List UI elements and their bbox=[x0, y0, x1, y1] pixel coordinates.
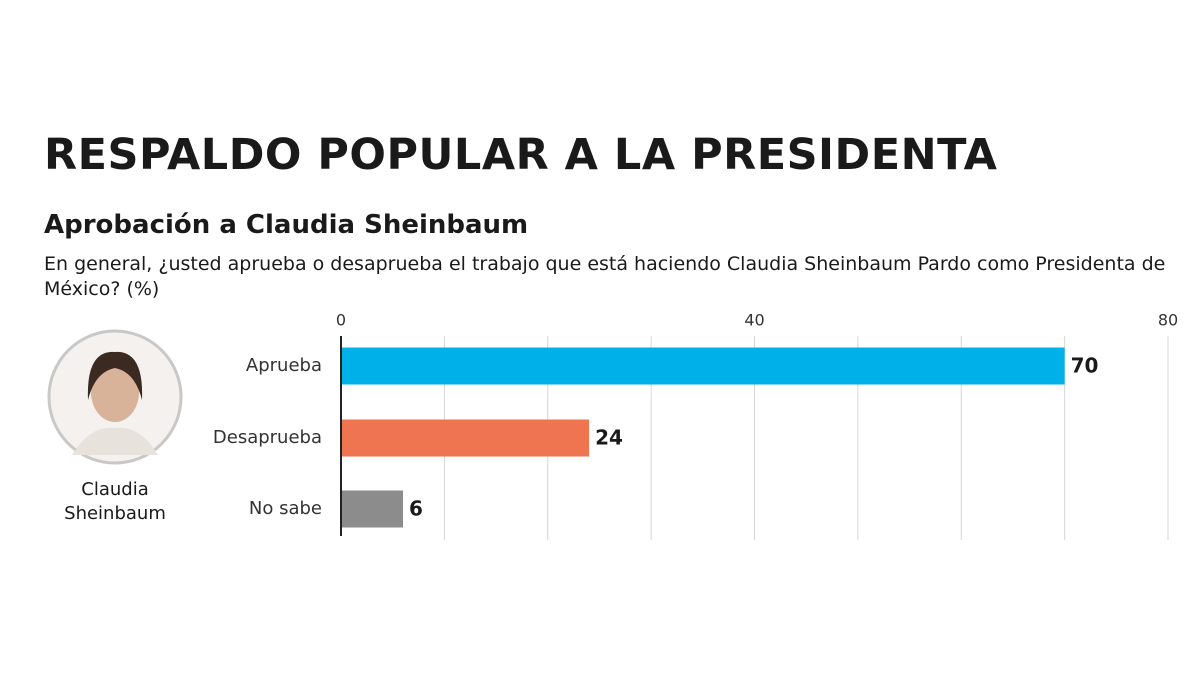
category-label: Aprueba bbox=[246, 355, 322, 376]
x-tick-label: 0 bbox=[336, 311, 346, 330]
value-label: 6 bbox=[409, 497, 423, 521]
bar bbox=[341, 419, 590, 457]
bar bbox=[341, 490, 404, 528]
photo-face bbox=[91, 362, 139, 422]
chart-title: RESPALDO POPULAR A LA PRESIDENTA bbox=[44, 130, 998, 180]
category-label: No sabe bbox=[249, 498, 322, 519]
x-tick-label: 40 bbox=[744, 311, 764, 330]
photo-body bbox=[72, 427, 158, 455]
category-label: Desaprueba bbox=[213, 427, 322, 448]
question: En general, ¿usted aprueba o desaprueba … bbox=[44, 253, 1166, 300]
photo-hair bbox=[87, 351, 143, 400]
value-label: 70 bbox=[1071, 354, 1099, 378]
x-tick-label: 80 bbox=[1158, 311, 1178, 330]
photo-caption: Claudia Sheinbaum bbox=[64, 479, 166, 524]
chart-subtitle: Aprobación a Claudia Sheinbaum bbox=[44, 210, 529, 240]
value-label: 24 bbox=[595, 426, 623, 450]
bar bbox=[341, 347, 1065, 385]
